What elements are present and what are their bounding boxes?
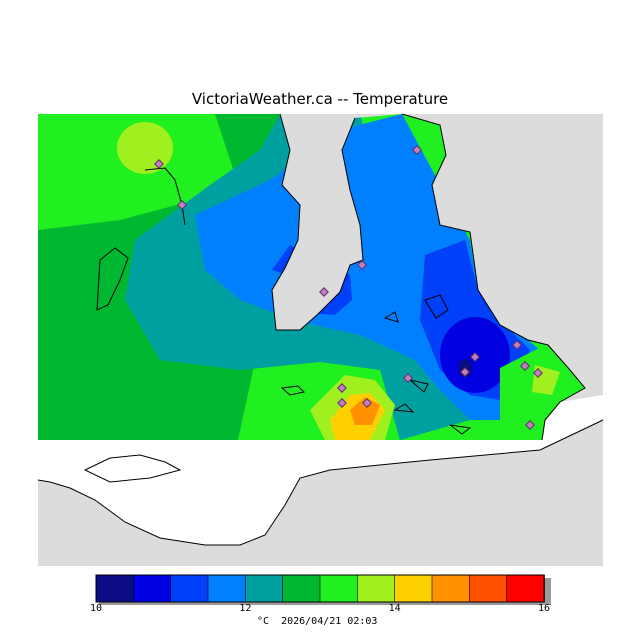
station-marker [512, 340, 522, 350]
station-marker [460, 367, 470, 377]
station-marker [337, 383, 347, 393]
legend-swatch [319, 574, 359, 603]
station-markers [154, 145, 543, 430]
station-marker [412, 145, 422, 155]
legend-swatch [469, 574, 508, 603]
coastlines [37, 113, 604, 546]
station-marker [357, 260, 367, 270]
station-marker [470, 352, 480, 362]
station-marker [525, 420, 535, 430]
legend-swatch [95, 574, 135, 603]
water-area [38, 395, 603, 545]
legend-border [95, 574, 545, 603]
legend-tick-label: 16 [538, 603, 551, 614]
station-marker [319, 287, 329, 297]
station-marker [533, 368, 543, 378]
legend-tick-label: 10 [90, 603, 103, 614]
legend-swatch [431, 574, 471, 603]
station-marker [177, 200, 187, 210]
legend-swatch [245, 574, 284, 603]
legend-swatch [133, 574, 172, 603]
legend-swatch [282, 574, 321, 603]
station-marker [520, 361, 530, 371]
legend-tick-label: 14 [388, 603, 401, 614]
station-marker [362, 398, 372, 408]
station-marker [154, 159, 164, 169]
legend-swatch [357, 574, 396, 603]
legend-unit-timestamp: °C 2026/04/21 02:03 [257, 616, 378, 627]
station-marker [337, 398, 347, 408]
legend-swatch [207, 574, 247, 603]
legend-tick-label: 12 [239, 603, 252, 614]
station-marker [403, 373, 413, 383]
legend-swatch [394, 574, 433, 603]
map-title: VictoriaWeather.ca -- Temperature [191, 90, 449, 108]
legend-swatch [506, 574, 545, 603]
legend-color-bar [95, 574, 545, 603]
legend-swatch [170, 574, 209, 603]
